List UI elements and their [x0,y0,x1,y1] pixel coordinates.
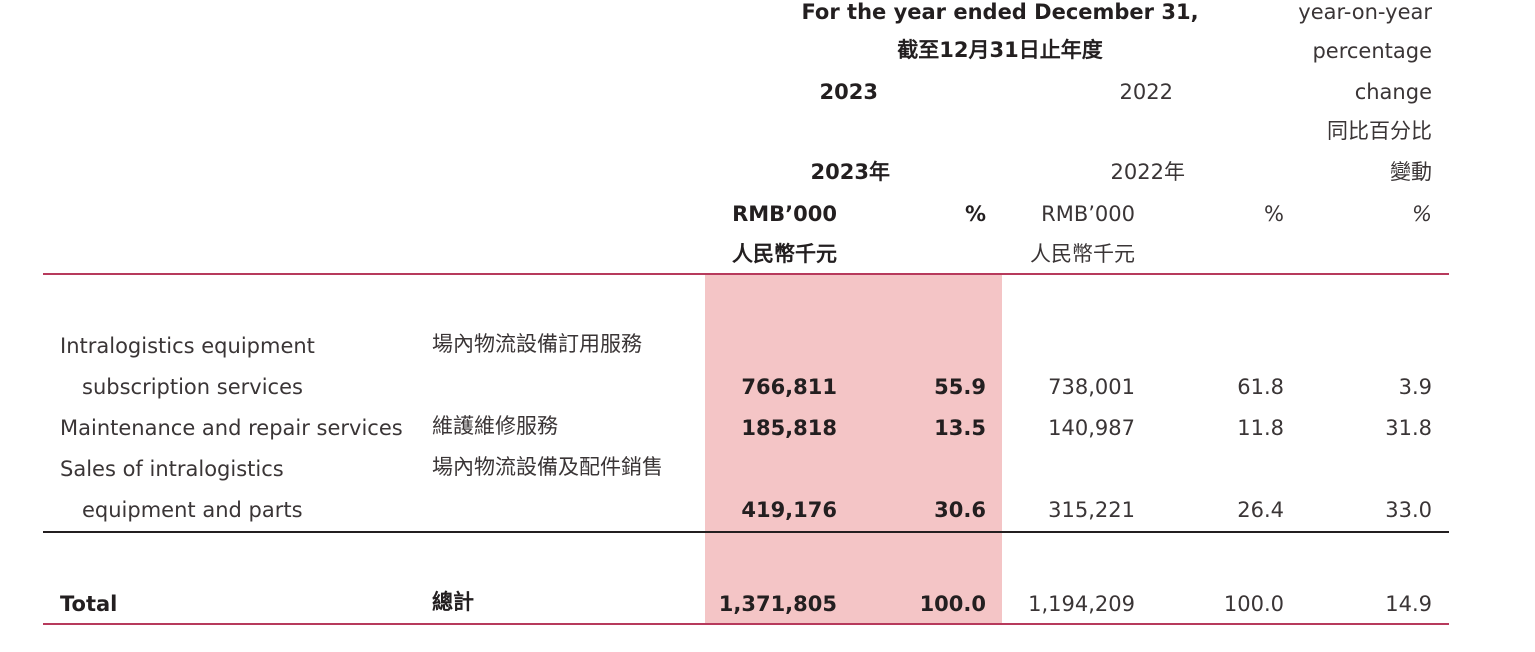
unit-pct-prior: % [1264,202,1284,226]
yoy-heading-line1: year-on-year [1298,0,1432,24]
row-label-zh: 場內物流設備訂用服務 [432,332,642,356]
cell-yoy: 33.0 [1385,498,1432,522]
current-year-highlight [705,275,1002,625]
period-heading-zh: 截至12月31日止年度 [897,38,1103,62]
unit-rmb-prior: RMB’000 [1041,202,1135,226]
cell-pct-2023: 13.5 [934,416,986,440]
year-current-heading: 2023 [819,80,878,104]
year-prior-heading: 2022 [1119,80,1173,104]
total-pct-2023: 100.0 [919,592,986,616]
cell-amount-2023: 419,176 [741,498,837,522]
yoy-heading-line2: percentage [1312,39,1432,63]
header-divider [43,273,1449,275]
unit-pct-current: % [964,202,986,226]
cell-amount-2022: 315,221 [1048,498,1135,522]
row-label-en: Sales of intralogistics [60,457,284,481]
cell-amount-2022: 140,987 [1048,416,1135,440]
cell-yoy: 31.8 [1385,416,1432,440]
cell-amount-2022: 738,001 [1048,375,1135,399]
cell-amount-2023: 185,818 [741,416,837,440]
row-label-en: Maintenance and repair services [60,416,403,440]
yoy-heading-line3: change [1354,80,1432,104]
cell-pct-2022: 61.8 [1237,375,1284,399]
unit-rmb-current-zh: 人民幣千元 [732,242,837,266]
cell-pct-2023: 30.6 [934,498,986,522]
row-label-en-cont: subscription services [82,375,303,399]
total-amount-2023: 1,371,805 [718,592,837,616]
cell-pct-2022: 11.8 [1237,416,1284,440]
row-label-zh: 維護維修服務 [432,414,558,438]
cell-pct-2023: 55.9 [934,375,986,399]
unit-rmb-current: RMB’000 [732,202,837,226]
total-pct-2022: 100.0 [1223,592,1284,616]
cell-pct-2022: 26.4 [1237,498,1284,522]
row-label-en-cont: equipment and parts [82,498,303,522]
total-amount-2022: 1,194,209 [1028,592,1135,616]
yoy-heading-zh-line1: 同比百分比 [1327,119,1432,143]
cell-yoy: 3.9 [1398,375,1432,399]
body-divider [43,531,1449,533]
row-label-en: Intralogistics equipment [60,334,315,358]
unit-pct-yoy: % [1412,202,1432,226]
period-heading-en: For the year ended December 31, [801,0,1199,24]
total-label-zh: 總計 [432,590,474,614]
total-yoy: 14.9 [1385,592,1432,616]
yoy-heading-zh-line2: 變動 [1390,160,1432,184]
year-current-heading-zh: 2023年 [810,160,890,184]
year-prior-heading-zh: 2022年 [1110,160,1185,184]
unit-rmb-prior-zh: 人民幣千元 [1030,242,1135,266]
row-label-zh: 場內物流設備及配件銷售 [432,455,663,479]
total-bottom-rule [43,623,1449,625]
total-label-en: Total [60,592,118,616]
cell-amount-2023: 766,811 [741,375,837,399]
